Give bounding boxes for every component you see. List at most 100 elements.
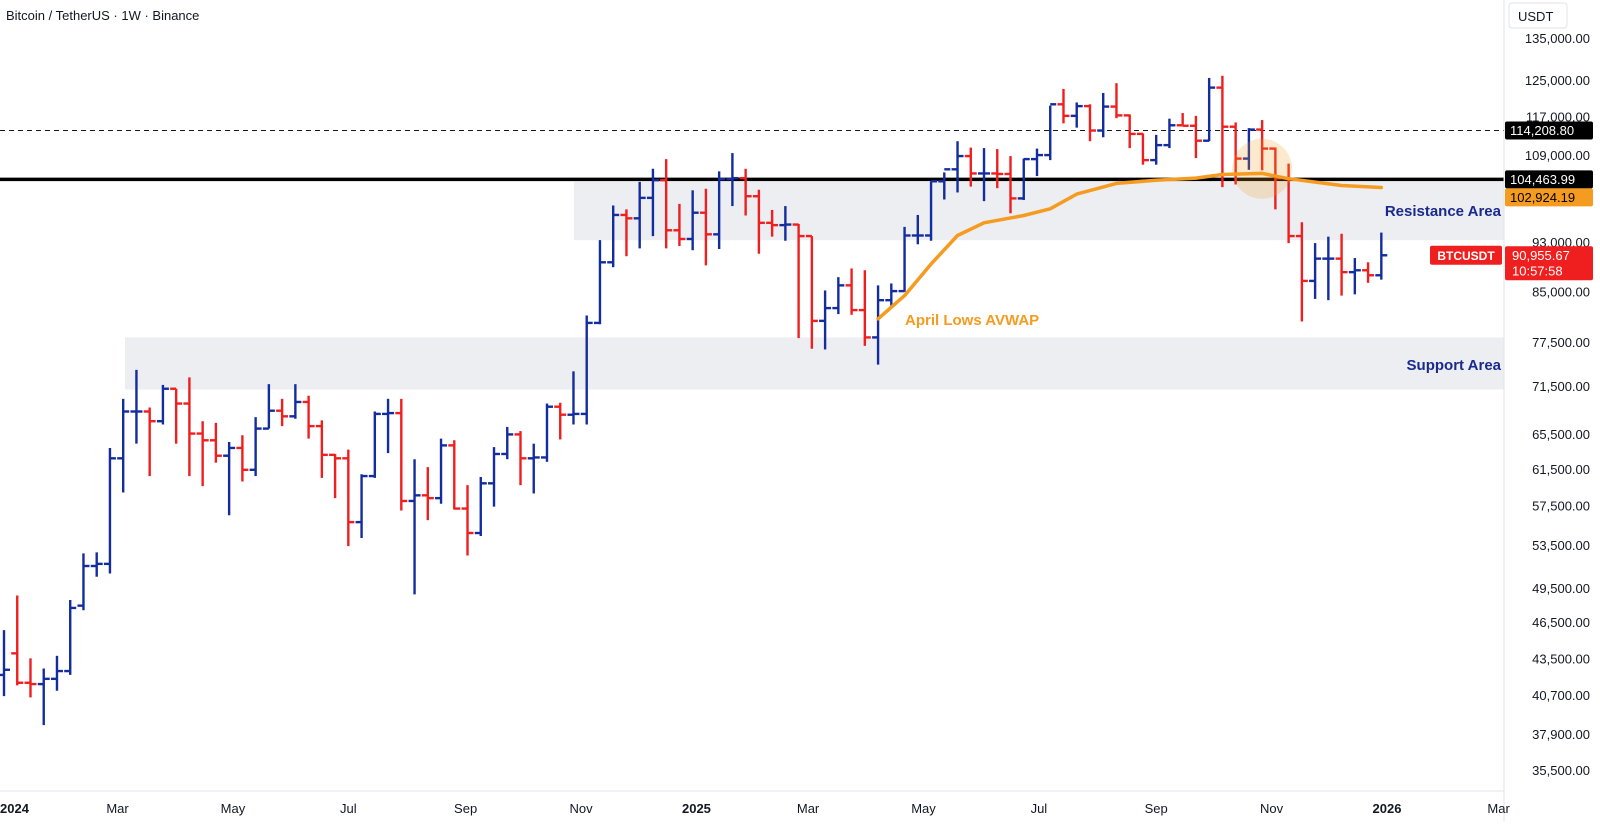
price-tick-label: 40,700.00 (1532, 688, 1590, 703)
ohlc-bar (37, 668, 50, 726)
time-tick-label: Sep (454, 801, 477, 816)
ohlc-bar (1044, 103, 1057, 161)
price-tick-label: 109,000.00 (1525, 148, 1590, 163)
time-tick-labels: 2024 Mar May Jul Sep Nov 2025 Mar May Jul Sep Nov 20… (0, 801, 1510, 816)
ohlc-bar (1348, 258, 1361, 295)
ohlc-bar (713, 171, 726, 250)
ohlc-bar (223, 441, 236, 516)
time-tick-label: Nov (1260, 801, 1284, 816)
last-price-box (1505, 246, 1593, 281)
ohlc-bar (395, 398, 408, 511)
ohlc-bar (620, 209, 633, 257)
ohlc-bar (262, 384, 275, 430)
ohlc-bar (50, 655, 63, 691)
ohlc-bar (792, 223, 805, 339)
highlight-layer (1232, 138, 1293, 199)
time-tick-label: 2025 (682, 801, 711, 816)
last-price-value: 90,955.67 (1512, 248, 1570, 263)
avwap-level-badge: 102,924.19 (1505, 188, 1593, 207)
avwap-level-value: 102,924.19 (1510, 190, 1575, 205)
ohlc-bar (554, 402, 567, 440)
ohlc-bar (276, 398, 289, 427)
ohlc-bar (408, 459, 421, 595)
ohlc-bar (289, 384, 302, 419)
time-tick-label: May (911, 801, 936, 816)
price-tick-label: 65,500.00 (1532, 427, 1590, 442)
ohlc-bar (885, 283, 898, 306)
ohlc-bar (938, 168, 951, 200)
ohlc-bar (514, 431, 527, 486)
ohlc-bar (646, 168, 659, 237)
ohlc-bar (898, 226, 911, 293)
ohlc-bar (474, 476, 487, 537)
ohlc-bar (342, 449, 355, 547)
ohlc-bar (660, 159, 673, 249)
ohlc-bar (911, 214, 924, 245)
ohlc-bar (1176, 113, 1189, 127)
time-tick-label: Mar (1487, 801, 1510, 816)
ohlc-bar (1216, 75, 1229, 188)
ohlc-bar (448, 440, 461, 510)
ohlc-bar (1083, 104, 1096, 142)
ohlc-bar (1322, 236, 1335, 301)
ohlc-bar (1375, 232, 1388, 280)
dashed-level-badge: 114,208.80 (1505, 121, 1593, 140)
ohlc-bar (1110, 83, 1123, 119)
time-axis[interactable]: 2024 Mar May Jul Sep Nov 2025 Mar May Jul Sep Nov 20… (0, 790, 1510, 816)
ohlc-bar (421, 467, 434, 521)
ohlc-bar (315, 420, 328, 478)
ohlc-bar (130, 369, 143, 444)
ohlc-bar (832, 277, 845, 315)
ohlc-bar (1070, 102, 1083, 128)
resistance-level-badge: 104,463.99 (1505, 170, 1593, 189)
ohlc-bar (249, 417, 262, 477)
time-tick-label: Nov (569, 801, 593, 816)
ohlc-bar (752, 189, 765, 254)
ohlc-bar (805, 234, 818, 349)
ohlc-bar (329, 453, 342, 499)
ohlc-bar (461, 485, 474, 556)
avwap-annotation: April Lows AVWAP (905, 312, 1039, 329)
ohlc-bar (156, 384, 169, 425)
time-tick-label: 2026 (1373, 801, 1402, 816)
ohlc-bar (209, 422, 222, 463)
ohlc-bar (435, 438, 448, 504)
ohlc-bar (858, 270, 871, 346)
ohlc-bar (607, 205, 620, 268)
ohlc-bar (501, 426, 514, 460)
resistance-level-value: 104,463.99 (1510, 172, 1575, 187)
ohlc-bar (302, 395, 315, 439)
ohlc-bar (1017, 157, 1030, 201)
ohlc-bar (673, 203, 686, 247)
last-price-badge: BTCUSDT 90,955.67 10:57:58 (1430, 245, 1593, 281)
ohlc-bar (540, 403, 553, 462)
price-tick-label: 117,000.00 (1526, 109, 1590, 124)
ohlc-bar (1004, 156, 1017, 214)
ohlc-bar (236, 435, 249, 482)
ohlc-bar (1189, 115, 1202, 159)
price-tick-label: 37,900.00 (1532, 727, 1590, 742)
ohlc-bar (488, 447, 501, 507)
ohlc-bar (766, 209, 779, 237)
price-tick-label: 46,500.00 (1532, 615, 1590, 630)
ohlc-bar (368, 411, 381, 478)
ohlc-bar (991, 149, 1004, 189)
symbol-label: BTCUSDT (1437, 249, 1495, 263)
ohlc-bar (1163, 118, 1176, 149)
ohlc-bar (1136, 132, 1149, 165)
time-tick-label: Mar (797, 801, 820, 816)
price-tick-label: 125,000.00 (1525, 73, 1590, 88)
currency-button[interactable] (1508, 2, 1568, 29)
ohlc-bar (593, 240, 606, 325)
ohlc-bar (1362, 262, 1375, 283)
ohlc-bar (382, 398, 395, 454)
ohlc-bar (1242, 128, 1255, 170)
resistance-area-label: Resistance Area (1385, 203, 1502, 220)
ohlc-bar (11, 595, 24, 686)
bar-countdown: 10:57:58 (1512, 263, 1563, 278)
zones-layer (125, 181, 1504, 390)
ohlc-bar (779, 206, 792, 241)
